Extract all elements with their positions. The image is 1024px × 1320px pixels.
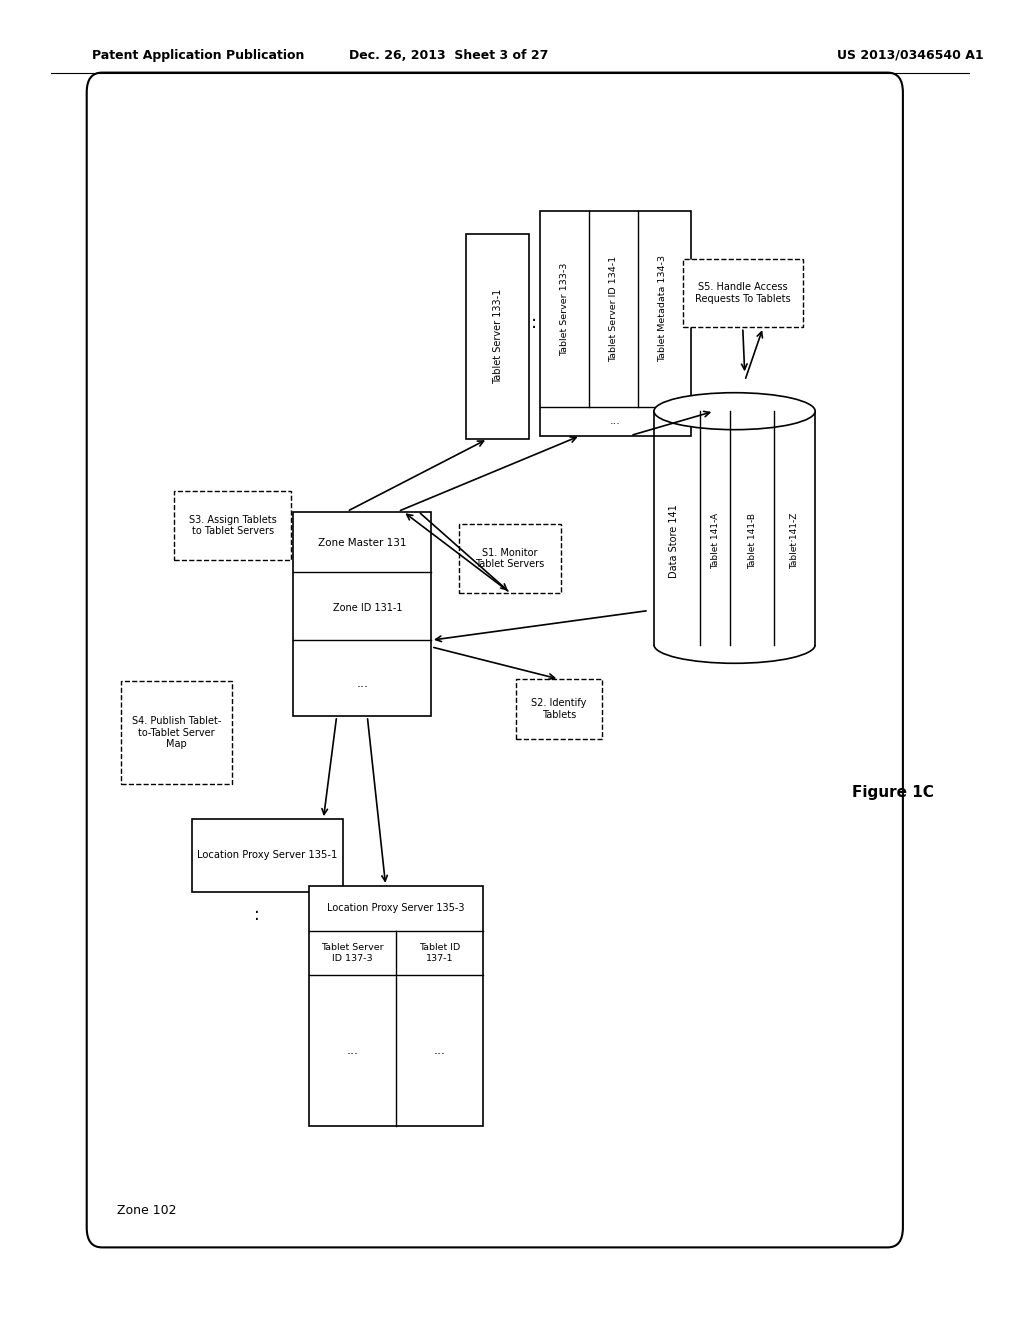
Bar	[122, 681, 231, 784]
Text: S4. Publish Tablet-
to-Tablet Server
Map: S4. Publish Tablet- to-Tablet Server Map	[132, 715, 221, 750]
Text: :: :	[254, 907, 260, 924]
Text: ...: ...	[346, 1044, 358, 1057]
Text: Zone 102: Zone 102	[118, 1204, 177, 1217]
Text: S2. Identify
Tablets: S2. Identify Tablets	[531, 698, 587, 719]
Text: Dec. 26, 2013  Sheet 3 of 27: Dec. 26, 2013 Sheet 3 of 27	[349, 49, 549, 62]
Bar	[683, 259, 803, 327]
Bar	[309, 886, 482, 1126]
Text: ...: ...	[609, 416, 621, 426]
Bar	[654, 412, 815, 645]
Text: Tablet Metadata 134-3: Tablet Metadata 134-3	[657, 255, 667, 363]
Text: :: :	[530, 314, 537, 333]
Text: ...: ...	[433, 1044, 445, 1057]
Text: S5. Handle Access
Requests To Tablets: S5. Handle Access Requests To Tablets	[695, 282, 791, 304]
Text: US 2013/0346540 A1: US 2013/0346540 A1	[837, 49, 983, 62]
Text: Tablet 141-A: Tablet 141-A	[711, 513, 720, 569]
Text: ...: ...	[783, 536, 794, 546]
Text: Tablet Server ID 134-1: Tablet Server ID 134-1	[608, 256, 617, 362]
Text: Tablet Server 133-1: Tablet Server 133-1	[493, 289, 503, 384]
Bar	[293, 511, 431, 715]
Bar	[174, 491, 291, 560]
Text: ...: ...	[356, 677, 369, 689]
Text: Zone Master 131: Zone Master 131	[317, 539, 407, 548]
Text: S3. Assign Tablets
to Tablet Servers: S3. Assign Tablets to Tablet Servers	[188, 515, 276, 536]
Text: Tablet 141-B: Tablet 141-B	[748, 513, 757, 569]
FancyBboxPatch shape	[87, 73, 903, 1247]
Text: Zone ID 131-1: Zone ID 131-1	[333, 603, 402, 612]
Text: Figure 1C: Figure 1C	[852, 784, 934, 800]
Bar	[516, 678, 602, 739]
Text: Location Proxy Server 135-1: Location Proxy Server 135-1	[197, 850, 338, 861]
Text: Tablet 141-Z: Tablet 141-Z	[791, 513, 800, 569]
Text: Location Proxy Server 135-3: Location Proxy Server 135-3	[327, 903, 465, 913]
Bar	[191, 818, 343, 892]
Text: Tablet Server 133-3: Tablet Server 133-3	[560, 263, 568, 355]
Text: Patent Application Publication: Patent Application Publication	[92, 49, 304, 62]
Bar	[459, 524, 561, 593]
Ellipse shape	[654, 393, 815, 430]
Bar	[540, 211, 691, 436]
Text: Tablet Server
ID 137-3: Tablet Server ID 137-3	[322, 944, 384, 962]
Text: S1. Monitor
Tablet Servers: S1. Monitor Tablet Servers	[475, 548, 545, 569]
Text: Tablet ID
137-1: Tablet ID 137-1	[419, 944, 460, 962]
Bar	[466, 235, 529, 438]
Text: Data Store 141: Data Store 141	[670, 504, 679, 578]
